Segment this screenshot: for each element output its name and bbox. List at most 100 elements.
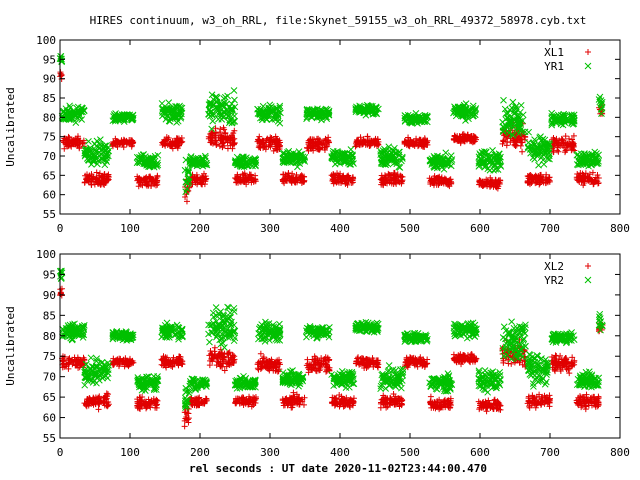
data-point — [232, 157, 239, 164]
data-point — [162, 115, 170, 123]
data-point — [233, 179, 240, 186]
data-point — [483, 176, 490, 183]
data-point — [297, 173, 304, 180]
data-point — [118, 139, 125, 146]
data-point — [197, 174, 204, 181]
data-point — [231, 96, 238, 104]
data-point — [443, 178, 450, 185]
data-point — [165, 135, 172, 142]
data-point — [391, 177, 398, 184]
data-point — [306, 140, 313, 147]
data-point — [140, 151, 147, 158]
x-tick-label: 500 — [400, 222, 420, 235]
data-point — [194, 177, 201, 184]
data-point — [211, 132, 218, 139]
data-point — [569, 142, 576, 149]
top-panel-frame — [59, 39, 621, 215]
data-point — [579, 175, 586, 182]
data-point — [148, 156, 156, 163]
data-point — [494, 181, 501, 188]
data-point — [229, 145, 236, 152]
data-point — [428, 177, 435, 184]
data-point — [502, 136, 509, 143]
data-point — [289, 177, 296, 184]
data-point — [379, 176, 386, 183]
data-point — [273, 105, 281, 112]
data-point — [103, 158, 111, 165]
y-tick-label: 85 — [43, 92, 56, 105]
data-point — [94, 143, 102, 151]
data-point — [513, 142, 520, 149]
data-point — [228, 119, 236, 126]
data-point — [266, 137, 273, 144]
data-point — [566, 135, 573, 142]
data-point — [72, 119, 80, 126]
data-point — [263, 143, 270, 150]
data-point — [231, 139, 238, 146]
data-point — [554, 147, 561, 154]
data-point — [258, 114, 266, 122]
x-tick-label: 300 — [260, 222, 280, 235]
data-point — [216, 108, 224, 115]
data-point — [457, 135, 464, 142]
data-point — [165, 99, 173, 106]
data-point — [133, 153, 141, 161]
data-point — [211, 138, 218, 145]
data-point — [182, 188, 190, 196]
data-point — [63, 141, 70, 148]
data-point — [399, 177, 406, 184]
data-point — [435, 177, 442, 184]
data-point — [503, 142, 510, 149]
data-point — [537, 172, 544, 179]
data-point — [76, 145, 83, 152]
data-point — [348, 180, 355, 187]
data-point — [566, 370, 573, 377]
data-point — [562, 149, 569, 156]
legend-marker — [584, 62, 592, 70]
data-point — [127, 115, 135, 123]
data-point — [463, 133, 470, 140]
data-point — [391, 171, 398, 178]
data-point — [405, 138, 412, 145]
data-point — [256, 144, 263, 151]
data-point — [99, 173, 106, 180]
data-point — [495, 177, 502, 184]
chart-title: HIRES continuum, w3_oh_RRL, file:Skynet_… — [90, 14, 587, 27]
data-point — [280, 159, 288, 167]
data-point — [295, 148, 303, 155]
data-point — [202, 154, 210, 162]
data-point — [410, 139, 417, 146]
data-point — [57, 70, 64, 77]
data-point — [154, 161, 162, 169]
data-point — [86, 173, 93, 180]
data-point — [283, 177, 290, 184]
data-point — [544, 177, 551, 184]
data-point — [323, 115, 331, 123]
data-point — [225, 119, 233, 127]
y-tick-label: 80 — [43, 111, 56, 124]
data-point — [123, 113, 131, 120]
y-tick-label: 55 — [43, 208, 56, 221]
data-point — [199, 173, 206, 180]
data-point — [500, 96, 507, 104]
data-point — [562, 147, 569, 154]
data-point — [227, 142, 234, 149]
data-point — [80, 137, 87, 144]
data-point — [486, 166, 494, 174]
data-point — [177, 104, 185, 111]
data-point — [78, 116, 86, 123]
data-point — [332, 177, 339, 184]
data-point — [82, 146, 90, 154]
data-point — [148, 182, 155, 189]
data-point — [446, 176, 453, 183]
data-point — [385, 170, 392, 177]
data-point — [159, 105, 167, 113]
data-point — [129, 114, 137, 122]
data-point — [219, 144, 226, 151]
data-point — [479, 178, 486, 185]
data-point — [195, 157, 202, 165]
data-point — [360, 136, 367, 143]
data-point — [595, 180, 602, 187]
data-point — [213, 93, 220, 101]
data-point — [270, 115, 278, 122]
